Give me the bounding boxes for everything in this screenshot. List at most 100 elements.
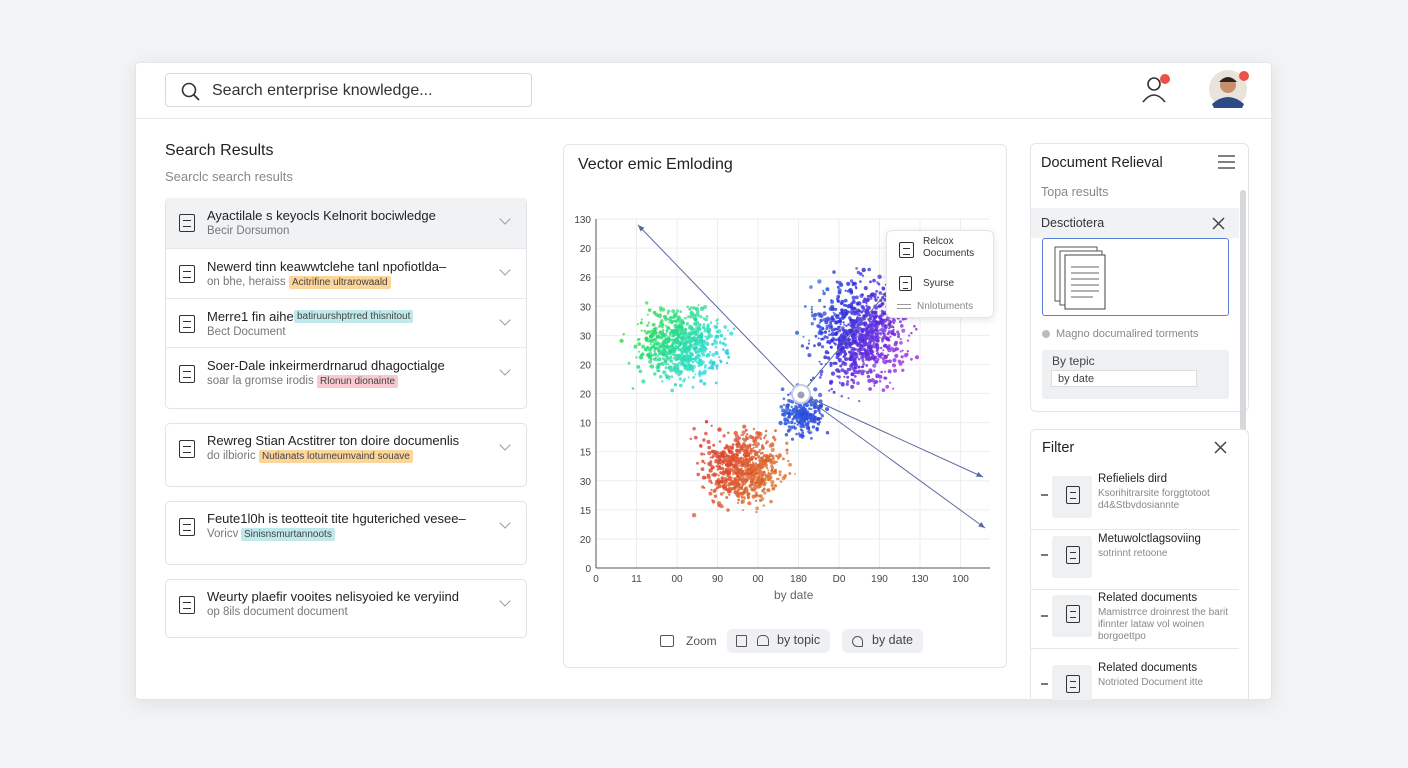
embedding-point	[716, 468, 720, 471]
expand-chevron[interactable]	[499, 364, 511, 376]
embedding-point	[823, 305, 826, 309]
result-item[interactable]: Rewreg Stian Acstitrer ton doire documen…	[166, 423, 526, 487]
embedding-point	[859, 351, 862, 354]
close-icon[interactable]	[1214, 441, 1227, 454]
embedding-point	[844, 304, 848, 307]
embedding-point	[821, 345, 825, 349]
filter-item[interactable]: Related documents Mamistrrce droinrest th…	[1031, 589, 1239, 649]
embedding-point	[670, 375, 674, 379]
expand-chevron[interactable]	[499, 213, 511, 225]
embedding-point	[708, 491, 713, 496]
menu-icon[interactable]	[1217, 154, 1237, 170]
sort-input[interactable]: by date	[1051, 370, 1197, 387]
embedding-point	[874, 298, 878, 302]
filter-item[interactable]: Metuwolctlagsoviing sotrinnt retoone	[1031, 530, 1239, 590]
expand-chevron[interactable]	[499, 439, 511, 451]
result-item[interactable]: Ayactilale s keyocls Kelnorit bociwledge…	[166, 198, 526, 248]
zoom-button[interactable]: Zoom	[658, 631, 725, 653]
result-title: Newerd tinn keawwtclehe tanl npofiotlda–	[207, 259, 447, 274]
expand-chevron[interactable]	[499, 313, 511, 326]
embedding-point	[740, 434, 743, 436]
embedding-point	[882, 332, 886, 336]
embedding-point	[880, 370, 883, 374]
embedding-point	[877, 304, 882, 309]
embedding-point	[656, 369, 660, 373]
embedding-point	[757, 454, 761, 459]
embedding-point	[906, 350, 909, 353]
result-item[interactable]: Feute1l0h is teotteoit tite hguteriched …	[166, 501, 526, 565]
filter-item[interactable]: Related documents Notrioted Document itte	[1031, 659, 1239, 700]
embedding-point	[856, 330, 860, 334]
embedding-point	[762, 487, 766, 491]
embedding-point	[704, 317, 708, 322]
embedding-point	[875, 289, 879, 293]
embedding-point	[712, 453, 716, 458]
embedding-point	[674, 344, 678, 348]
topic-button[interactable]: by topic	[727, 629, 831, 653]
close-icon[interactable]	[1212, 217, 1225, 230]
embedding-point	[846, 375, 850, 379]
embedding-point	[711, 353, 716, 357]
scrollbar[interactable]	[1240, 190, 1246, 590]
embedding-point	[708, 462, 713, 467]
embedding-point	[698, 375, 701, 378]
embedding-point	[710, 481, 713, 485]
embedding-point	[843, 323, 846, 326]
result-tag: Rlonun dionainte	[317, 375, 399, 388]
embedding-point	[688, 335, 691, 339]
embedding-point	[886, 332, 890, 336]
embedding-point	[704, 350, 707, 353]
document-preview[interactable]	[1042, 238, 1229, 316]
embedding-point	[755, 481, 758, 484]
embedding-point	[697, 353, 701, 358]
result-item[interactable]: Weurty plaefir vooites nelisyoied ke ver…	[166, 579, 526, 638]
y-tick-label: 20	[580, 390, 592, 401]
search-box[interactable]: Search enterprise knowledge...	[165, 73, 532, 107]
embedding-point	[622, 333, 625, 336]
filter-item-title: Related documents	[1098, 662, 1198, 674]
embedding-point	[770, 471, 774, 475]
embedding-point	[639, 321, 643, 325]
embedding-point	[873, 382, 876, 385]
embedding-point	[658, 362, 661, 366]
result-meta: Bect Document	[207, 326, 286, 338]
embedding-point	[664, 324, 667, 327]
embedding-point	[691, 357, 694, 361]
expand-chevron[interactable]	[499, 595, 511, 607]
embedding-point	[837, 299, 840, 302]
filter-item[interactable]: Refieliels dird Ksorihitrarsite forggtoto…	[1031, 470, 1239, 530]
embedding-point	[878, 331, 882, 334]
embedding-point	[738, 464, 742, 467]
date-button[interactable]: by date	[842, 629, 924, 653]
embedding-point	[900, 355, 904, 359]
embedding-point	[840, 338, 844, 342]
result-item[interactable]: Merre1 fin aihe batiruurshptrred thisnito…	[166, 298, 526, 347]
embedding-point	[752, 446, 755, 449]
retrieval-note: Magno documalired torments	[1056, 328, 1199, 340]
tooltip-item[interactable]: Nnlotuments	[917, 301, 974, 312]
embedding-point	[689, 437, 692, 441]
embedding-point	[703, 462, 706, 465]
embedding-point	[880, 346, 883, 350]
embedding-point	[740, 456, 743, 460]
embedding-point	[730, 476, 733, 479]
expand-chevron[interactable]	[499, 264, 511, 276]
expand-chevron[interactable]	[499, 517, 511, 529]
tooltip-item[interactable]: Syurse	[923, 278, 955, 289]
x-tick-label: 00	[671, 574, 683, 585]
embedding-point	[798, 404, 802, 409]
embedding-point	[872, 278, 876, 283]
tooltip-item[interactable]: Relcox Oocuments	[923, 236, 975, 259]
embedding-point	[817, 409, 821, 413]
result-item[interactable]: Soer-Dale inkeirmerdrnarud dhagoctialge s…	[166, 347, 526, 409]
icon-tile	[1052, 536, 1092, 578]
embedding-point	[873, 295, 877, 299]
embedding-point	[839, 301, 844, 306]
embedding-point	[892, 387, 895, 390]
avatar[interactable]	[1206, 68, 1252, 110]
y-tick-label: 0	[585, 564, 591, 575]
user-icon[interactable]	[1140, 72, 1172, 106]
result-item[interactable]: Newerd tinn keawwtclehe tanl npofiotlda–…	[166, 248, 526, 298]
y-tick-label: 30	[580, 331, 592, 342]
embedding-point	[753, 484, 758, 490]
